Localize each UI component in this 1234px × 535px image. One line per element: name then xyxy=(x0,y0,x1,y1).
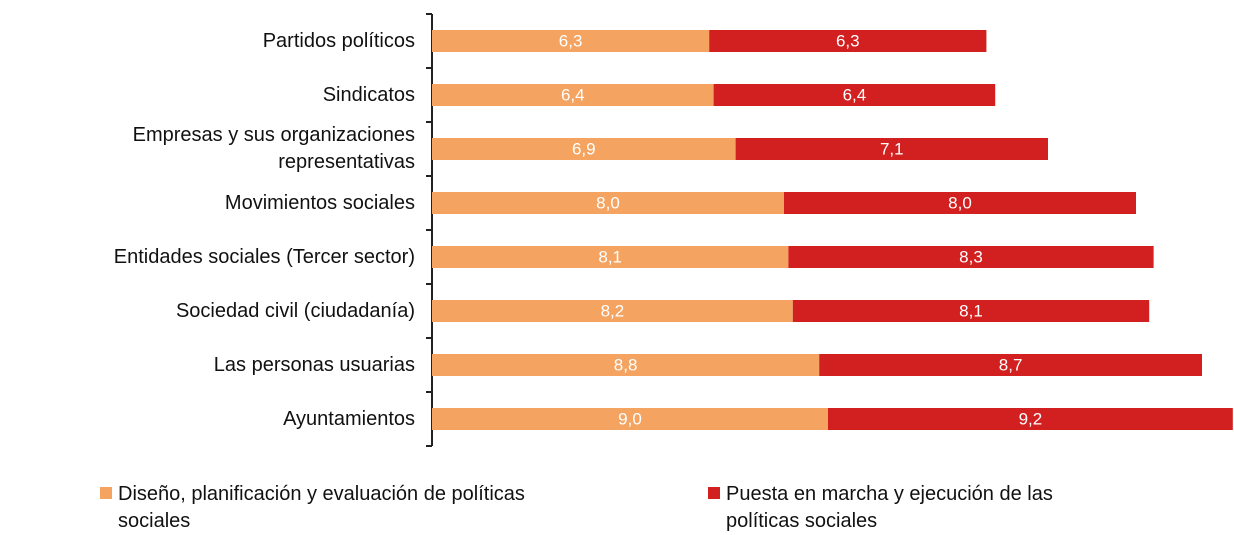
data-label: 9,2 xyxy=(1019,409,1043,428)
bar-segment xyxy=(788,246,1154,268)
bar-segment xyxy=(735,138,1048,160)
category-label: Sindicatos xyxy=(322,83,415,106)
bar-segment xyxy=(784,192,1136,214)
bar-segment xyxy=(432,408,828,430)
data-label: 8,7 xyxy=(999,355,1023,374)
category-label: Movimientos sociales xyxy=(224,191,415,214)
bar-segment xyxy=(792,300,1150,322)
category-label: Ayuntamientos xyxy=(283,407,415,430)
data-label: 6,4 xyxy=(843,85,867,104)
bar-segment xyxy=(432,138,736,160)
legend-label: Puesta en marcha y ejecución de las polí… xyxy=(726,483,1053,532)
data-label: 6,3 xyxy=(559,31,583,50)
bar-segment xyxy=(432,300,793,322)
data-label: 8,2 xyxy=(601,301,625,320)
bar-segment xyxy=(709,30,987,52)
data-label: 8,0 xyxy=(596,193,620,212)
data-label: 8,1 xyxy=(959,301,983,320)
data-label: 8,1 xyxy=(598,247,622,266)
bar-segment xyxy=(819,354,1202,376)
data-label: 6,9 xyxy=(572,139,596,158)
bar-segment xyxy=(713,84,996,106)
legend-swatch xyxy=(100,487,112,499)
data-label: 8,8 xyxy=(614,355,638,374)
legend-swatch xyxy=(708,487,720,499)
bar-segment xyxy=(432,30,710,52)
legend-label: Diseño, planificación y evaluación de po… xyxy=(118,483,525,532)
bar-segment xyxy=(432,354,820,376)
bar-segment xyxy=(432,246,789,268)
data-label: 8,3 xyxy=(959,247,983,266)
category-label: Entidades sociales (Tercer sector) xyxy=(113,245,415,268)
category-label: Partidos políticos xyxy=(262,29,415,52)
bar-segment xyxy=(828,408,1233,430)
bar-segment xyxy=(432,84,714,106)
data-label: 6,3 xyxy=(836,31,860,50)
data-label: 9,0 xyxy=(618,409,642,428)
category-label: Las personas usuarias xyxy=(213,353,415,376)
bar-segment xyxy=(432,192,784,214)
data-label: 8,0 xyxy=(948,193,972,212)
data-label: 7,1 xyxy=(880,139,904,158)
data-label: 6,4 xyxy=(561,85,585,104)
category-label: Empresas y sus organizaciones representa… xyxy=(132,124,415,173)
category-label: Sociedad civil (ciudadanía) xyxy=(175,299,415,322)
